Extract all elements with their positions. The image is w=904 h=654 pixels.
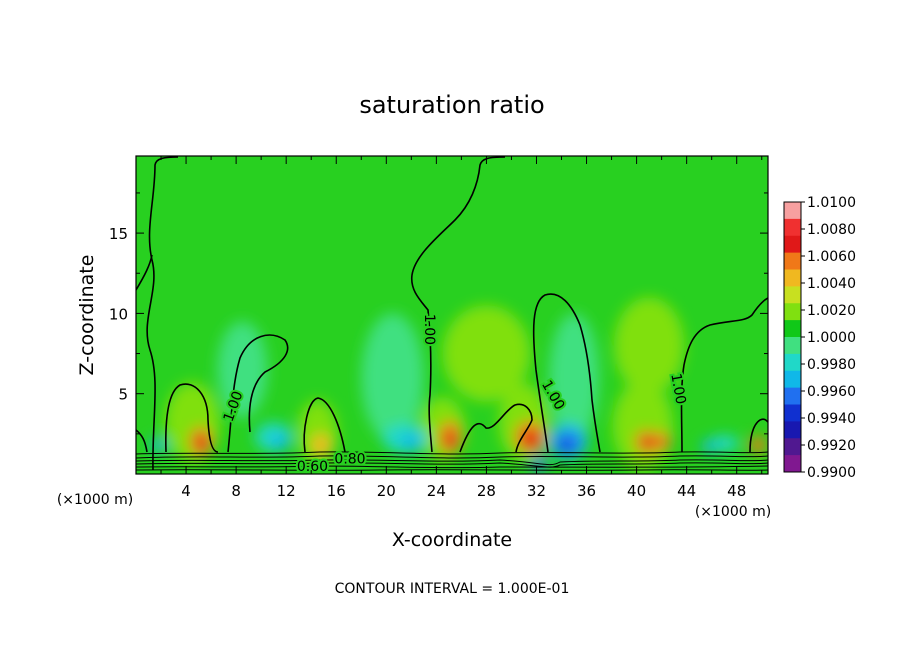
x-unit-left: (×1000 m)	[57, 492, 133, 508]
contour-line	[680, 297, 768, 453]
field-anomaly	[521, 430, 539, 450]
contour-line	[227, 334, 289, 453]
x-tick-label: 24	[427, 482, 446, 500]
field-anomaly	[642, 436, 654, 451]
plot-area: 1.001.00 1.001.000.800.60	[136, 156, 768, 475]
surface-contour	[136, 451, 768, 455]
x-unit-right: (×1000 m)	[695, 504, 771, 520]
contour-line	[146, 156, 179, 471]
x-tick-label: 4	[181, 482, 191, 500]
surface-contour	[136, 462, 768, 468]
chart-title: saturation ratio	[359, 91, 544, 119]
colorbar-label: 0.9960	[807, 384, 856, 400]
x-tick-label: 32	[527, 482, 546, 500]
x-tick-label: 12	[277, 482, 296, 500]
field-anomaly	[548, 313, 600, 442]
surface-contour	[136, 455, 768, 459]
x-tick-label: 36	[577, 482, 596, 500]
contour-line	[749, 418, 768, 453]
colorbar-swatch	[784, 269, 801, 287]
contour-line	[136, 429, 148, 453]
colorbar-label: 0.9920	[807, 438, 856, 454]
field-anomaly	[701, 440, 717, 454]
field-anomaly	[194, 435, 208, 452]
colorbar-swatch	[784, 303, 801, 321]
contour-line	[303, 397, 346, 453]
colorbar-swatch	[784, 320, 801, 338]
contour-line	[410, 156, 506, 453]
colorbar-swatch	[784, 337, 801, 355]
colorbar-swatch	[784, 286, 801, 304]
colorbar-swatch	[784, 438, 801, 456]
field-anomaly	[443, 432, 457, 452]
field-anomaly	[557, 440, 571, 454]
colorbar-swatch	[784, 202, 801, 220]
colorbar-swatch	[784, 218, 801, 237]
contour-line	[532, 293, 601, 453]
field-anomaly	[750, 435, 766, 455]
contour-label: 0.60	[297, 459, 328, 475]
field-anomaly	[709, 435, 740, 452]
x-tick-label: 44	[677, 482, 696, 500]
y-axis-ticks: 5 10 15	[109, 192, 768, 435]
x-tick-label: 8	[231, 482, 241, 500]
contour-lines	[136, 156, 768, 471]
contour-line	[165, 383, 219, 453]
colorbar-swatch	[784, 404, 801, 422]
y-tick-label: 5	[118, 386, 128, 404]
colorbar-label: 0.9900	[807, 465, 856, 481]
colorbar: 1.0100 1.0080 1.0060 1.0040 1.0020 1.0000 0.99…	[783, 195, 856, 481]
x-tick-label: 16	[327, 482, 346, 500]
field-anomaly	[361, 313, 424, 442]
field-anomaly	[614, 297, 685, 394]
field-anomaly	[401, 433, 422, 450]
colorbar-label: 0.9940	[807, 411, 856, 427]
contour-interval-note: CONTOUR INTERVAL = 1.000E-01	[335, 581, 570, 597]
plot-frame	[135, 155, 769, 475]
contour-line	[136, 254, 153, 291]
field-anomaly	[442, 305, 531, 402]
colorbar-swatch	[784, 252, 801, 270]
x-tick-label: 48	[727, 482, 746, 500]
field-anomaly	[271, 433, 289, 450]
y-tick-label: 15	[109, 225, 128, 243]
colorbar-label: 1.0020	[807, 303, 856, 319]
colorbar-label: 1.0100	[807, 195, 856, 211]
x-tick-label: 40	[627, 482, 646, 500]
colorbar-label: 0.9980	[807, 357, 856, 373]
colorbar-label: 1.0000	[807, 330, 856, 346]
colorbar-swatch	[784, 387, 801, 405]
y-tick-label: 10	[109, 305, 128, 323]
surface-contours	[136, 451, 768, 471]
x-tick-label: 28	[477, 482, 496, 500]
colorbar-label: 1.0060	[807, 249, 856, 265]
x-tick-label: 20	[377, 482, 396, 500]
field-anomaly	[217, 321, 268, 418]
field-anomaly	[311, 433, 332, 457]
y-axis-label: Z-coordinate	[76, 255, 98, 376]
x-axis-ticks: 4 8 12 16 20 24 28 32 36 40 44 48	[160, 156, 763, 500]
colorbar-label: 1.0040	[807, 276, 856, 292]
surface-contour	[136, 459, 768, 466]
surface-contour	[136, 469, 768, 471]
field-anomaly	[655, 432, 671, 452]
contour-line	[459, 403, 533, 453]
colorbar-swatch	[784, 235, 801, 254]
field-anomaly	[531, 456, 547, 473]
colorbar-swatch	[784, 353, 801, 372]
colorbar-swatch	[784, 421, 801, 439]
field-anomaly	[149, 438, 168, 452]
colorbar-swatch	[784, 370, 801, 389]
contour-label: 1.00	[421, 314, 437, 345]
contour-label: 0.80	[334, 452, 365, 468]
colorbar-swatch	[784, 455, 801, 473]
colorbar-label: 1.0080	[807, 222, 856, 238]
x-axis-label: X-coordinate	[392, 529, 512, 551]
